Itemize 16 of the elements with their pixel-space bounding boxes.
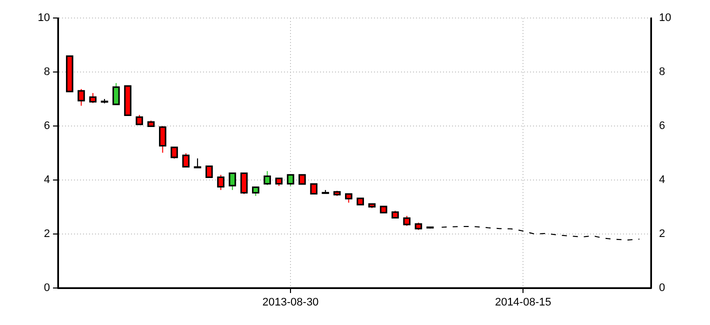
y2-tick-label: 4 xyxy=(659,174,666,186)
y2-tick-label: 10 xyxy=(659,12,672,24)
y-tick-label: 2 xyxy=(44,228,50,240)
x-tick-label: 2014-08-15 xyxy=(494,296,552,309)
x-tick-label: 2013-08-30 xyxy=(262,296,319,309)
y-tick-label: 4 xyxy=(44,174,50,186)
y-tick-label: 0 xyxy=(44,282,50,294)
y2-tick-label: 6 xyxy=(659,120,666,132)
y2-tick-label: 8 xyxy=(659,66,666,78)
candlestick xyxy=(194,158,202,168)
y-tick-label: 8 xyxy=(44,66,50,78)
y2-tick-label: 2 xyxy=(659,228,666,240)
y-tick-label: 10 xyxy=(38,12,50,24)
y2-tick-label: 0 xyxy=(659,282,666,294)
y-tick-label: 6 xyxy=(44,120,50,132)
line-series xyxy=(441,226,640,240)
